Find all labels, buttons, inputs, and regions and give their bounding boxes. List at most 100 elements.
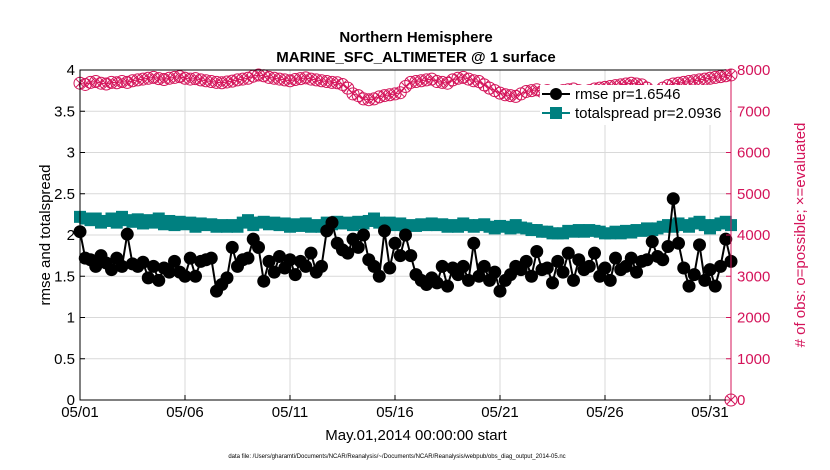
rmse-marker [136,255,150,269]
rmse-marker [372,269,386,283]
obs-point [173,70,187,84]
obs-marker-cross [217,78,227,88]
rmse-marker [435,259,449,273]
obs-marker-cross [406,78,416,87]
rmse-marker [703,263,717,277]
obs-marker-cross [432,77,442,86]
obs-marker-cross [469,76,479,86]
obs-point [278,73,292,87]
rmse-marker [89,259,103,273]
obs-marker-cross [206,77,216,86]
rmse-marker [430,276,444,290]
y-right-tick-label: 3000 [737,268,770,285]
obs-marker-cross [322,77,332,86]
obs-marker-cross [374,92,384,102]
rmse-marker [152,273,166,287]
obs-marker-cross [317,76,326,86]
legend-rmse-marker [550,88,562,100]
obs-marker-cross [128,76,137,86]
x-tick-label: 05/16 [376,404,414,421]
obs-marker-cross [401,82,410,91]
obs-marker-cross [117,77,127,86]
obs-point [152,72,166,86]
data-file-note: data file: /Users/gharamti/Documents/NCA… [228,454,565,460]
rmse-marker [262,254,276,268]
obs-marker-cross [133,75,143,85]
obs-marker-cross [154,74,164,84]
rmse-marker [519,254,533,268]
rmse-marker [708,279,722,293]
obs-marker-cross [112,78,122,88]
rmse-marker [273,249,286,263]
obs-marker-cross [348,89,358,99]
rmse-marker [304,246,318,260]
rmse-marker [572,253,586,267]
rmse-marker [404,249,418,263]
obs-marker-cross [700,74,710,84]
rmse-marker [687,268,701,282]
rmse-marker [351,240,365,254]
obs-marker-cross [532,85,542,95]
y-axis-right: 0 1000 2000 3000 4000 5000 6000 7000 8000 [726,62,770,409]
rmse-marker [441,279,454,293]
obs-marker-cross [521,87,531,96]
obs-marker-cross [254,70,263,80]
rmse-marker [388,236,402,250]
obs-marker-circle [330,76,344,90]
rmse-marker [162,265,176,279]
obs-marker-cross [280,75,290,85]
obs-marker-cross [269,73,279,83]
obs-marker-cross [301,73,311,83]
obs-marker-cross [101,79,111,89]
obs-point [346,87,360,101]
rmse-marker [299,259,313,273]
y-left-tick-label: 0 [67,392,75,409]
rmse-marker [630,265,643,279]
rmse-marker [714,259,727,273]
rmse-marker [472,269,486,283]
obs-marker-cross [684,77,694,86]
legend-background [540,85,730,125]
y-left-tick-label: 4 [67,62,75,79]
series-obs-count [73,68,738,407]
y-left-tick-label: 3 [67,145,75,162]
obs-marker-cross [689,76,699,86]
rmse-marker [241,251,255,265]
obs-marker-cross [159,75,169,84]
rmse-marker [225,240,239,254]
x-tick-label: 05/21 [481,404,519,421]
y-left-tick-label: 2 [67,227,75,244]
obs-marker-cross [164,73,174,83]
obs-marker-cross [390,89,400,99]
x-tick-label: 05/31 [691,404,729,421]
rmse-marker [341,246,355,260]
chart-title: Northern Hemisphere [339,29,492,46]
legend: rmse pr=1.6546 totalspread pr=2.0936 [540,85,730,125]
obs-point [462,72,475,86]
rmse-marker [546,276,559,290]
rmse-marker [561,246,575,260]
x-tick-label: 05/06 [166,404,204,421]
rmse-marker [462,273,475,287]
obs-marker-cross [500,90,510,100]
rmse-marker [624,251,638,265]
obs-marker-cross [716,72,725,81]
y-right-tick-label: 5000 [737,186,770,203]
obs-marker-cross [149,73,158,82]
obs-marker-circle [78,77,92,91]
rmse-marker [525,269,538,283]
obs-marker-cross [264,73,274,82]
y-right-tick-label: 4000 [737,227,770,244]
obs-marker-cross [259,71,269,81]
rmse-marker [288,268,302,282]
rmse-marker [383,261,397,275]
obs-marker-circle [346,87,360,101]
obs-marker-cross [695,75,704,85]
rmse-marker [598,261,612,275]
obs-marker-cross [411,77,421,86]
rmse-marker [315,259,328,273]
chart-title-group: Northern Hemisphere MARINE_SFC_ALTIMETER… [276,29,555,66]
rmse-marker [677,261,691,275]
obs-marker-cross [91,77,101,86]
rmse-marker [693,238,706,252]
